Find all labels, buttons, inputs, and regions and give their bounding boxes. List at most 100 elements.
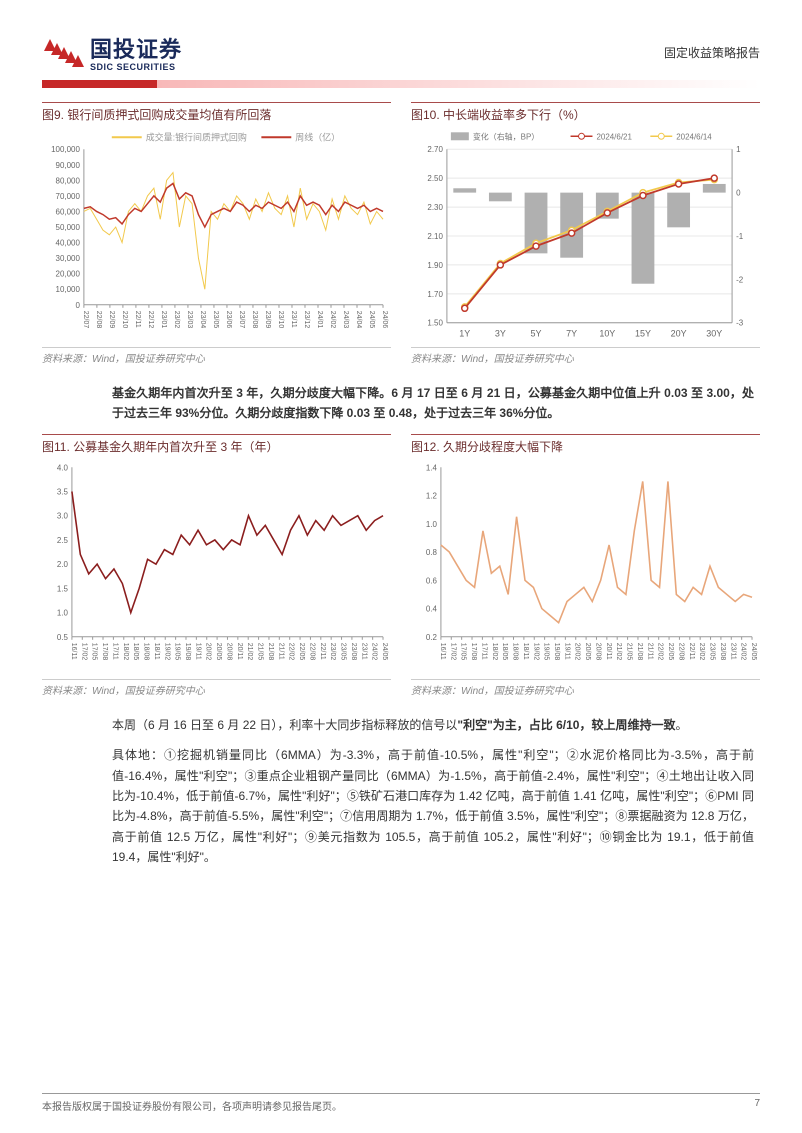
svg-text:23/02: 23/02	[173, 311, 180, 329]
svg-text:17/05: 17/05	[460, 643, 467, 661]
svg-text:20/05: 20/05	[215, 643, 222, 661]
page-footer: 本报告版权属于国投证券股份有限公司，各项声明请参见报告尾页。 7	[42, 1093, 760, 1113]
svg-text:23/05: 23/05	[212, 311, 219, 329]
svg-text:22/05: 22/05	[667, 643, 674, 661]
svg-text:1.4: 1.4	[426, 463, 438, 472]
svg-text:22/02: 22/02	[288, 643, 295, 661]
svg-text:1Y: 1Y	[459, 329, 470, 339]
svg-text:30,000: 30,000	[56, 254, 81, 263]
svg-text:18/11: 18/11	[153, 643, 160, 660]
svg-text:20,000: 20,000	[56, 270, 81, 279]
svg-text:23/03: 23/03	[186, 311, 193, 329]
svg-text:22/12: 22/12	[147, 311, 154, 329]
svg-text:20/08: 20/08	[594, 643, 601, 661]
svg-text:17/08: 17/08	[101, 643, 108, 661]
svg-text:0: 0	[736, 189, 741, 198]
brand-en: SDIC SECURITIES	[90, 62, 182, 72]
svg-text:成交量:银行间质押式回购: 成交量:银行间质押式回购	[146, 131, 247, 142]
svg-text:2024/6/21: 2024/6/21	[596, 132, 632, 141]
chart-10-title: 图10. 中长端收益率多下行（%）	[411, 102, 760, 123]
svg-text:24/04: 24/04	[355, 311, 362, 329]
svg-text:19/05: 19/05	[543, 643, 550, 661]
svg-text:16/11: 16/11	[70, 643, 77, 660]
svg-text:23/04: 23/04	[199, 311, 206, 329]
svg-text:20/11: 20/11	[236, 643, 243, 660]
chart-12-source: 资料来源：Wind，国投证券研究中心	[411, 679, 760, 697]
svg-text:23/01: 23/01	[160, 311, 167, 329]
svg-text:20/05: 20/05	[584, 643, 591, 661]
svg-text:22/10: 22/10	[121, 311, 128, 329]
svg-text:18/11: 18/11	[522, 643, 529, 660]
svg-text:21/05: 21/05	[626, 643, 633, 661]
chart-11: 0.51.01.52.02.53.03.54.016/1117/0217/051…	[42, 459, 391, 679]
svg-text:23/06: 23/06	[225, 311, 232, 329]
svg-text:17/11: 17/11	[480, 643, 487, 660]
svg-text:24/05: 24/05	[750, 643, 757, 661]
svg-text:23/10: 23/10	[277, 311, 284, 329]
page: 国投证券 SDIC SECURITIES 固定收益策略报告 图9. 银行间质押式…	[0, 0, 802, 918]
svg-text:24/06: 24/06	[381, 311, 388, 329]
svg-text:23/02: 23/02	[698, 643, 705, 661]
chart-12-title: 图12. 久期分歧程度大幅下降	[411, 434, 760, 455]
svg-text:22/11: 22/11	[319, 643, 326, 660]
svg-text:100,000: 100,000	[51, 145, 80, 154]
svg-text:23/08: 23/08	[350, 643, 357, 661]
header-divider	[42, 80, 760, 88]
svg-text:23/12: 23/12	[303, 311, 310, 329]
svg-text:18/02: 18/02	[122, 643, 129, 661]
svg-text:21/08: 21/08	[636, 643, 643, 661]
svg-text:19/02: 19/02	[532, 643, 539, 661]
svg-text:60,000: 60,000	[56, 207, 81, 216]
logo-icon	[42, 33, 84, 71]
svg-text:20Y: 20Y	[671, 329, 687, 339]
svg-text:21/05: 21/05	[257, 643, 264, 661]
svg-text:23/08: 23/08	[251, 311, 258, 329]
svg-text:1.50: 1.50	[427, 319, 443, 328]
svg-text:1.0: 1.0	[57, 608, 69, 617]
svg-text:80,000: 80,000	[56, 176, 81, 185]
svg-text:0.4: 0.4	[426, 604, 438, 613]
svg-text:4.0: 4.0	[57, 463, 69, 472]
svg-text:-2: -2	[736, 275, 744, 284]
svg-text:18/05: 18/05	[501, 643, 508, 661]
svg-text:3.5: 3.5	[57, 487, 69, 496]
svg-text:1.70: 1.70	[427, 290, 443, 299]
chart-10-block: 图10. 中长端收益率多下行（%） 变化（右轴，BP）2024/6/212024…	[411, 102, 760, 377]
svg-text:7Y: 7Y	[566, 329, 577, 339]
svg-text:18/08: 18/08	[512, 643, 519, 661]
svg-text:2.0: 2.0	[57, 560, 69, 569]
chart-row-1: 图9. 银行间质押式回购成交量均值有所回落 成交量:银行间质押式回购 周线（亿） 0…	[42, 102, 760, 377]
svg-text:18/08: 18/08	[143, 643, 150, 661]
svg-text:23/11: 23/11	[290, 311, 297, 328]
page-header: 国投证券 SDIC SECURITIES 固定收益策略报告	[42, 28, 760, 76]
svg-text:15Y: 15Y	[635, 329, 651, 339]
svg-text:0.8: 0.8	[426, 548, 438, 557]
chart-9-source: 资料来源：Wind，国投证券研究中心	[42, 347, 391, 365]
svg-text:2.50: 2.50	[427, 174, 443, 183]
svg-text:2.30: 2.30	[427, 203, 443, 212]
svg-text:21/02: 21/02	[615, 643, 622, 661]
svg-text:23/05: 23/05	[709, 643, 716, 661]
svg-text:22/05: 22/05	[298, 643, 305, 661]
chart-11-source: 资料来源：Wind，国投证券研究中心	[42, 679, 391, 697]
svg-text:22/11: 22/11	[688, 643, 695, 660]
svg-text:21/11: 21/11	[277, 643, 284, 660]
svg-text:19/08: 19/08	[553, 643, 560, 661]
svg-text:21/11: 21/11	[646, 643, 653, 660]
svg-text:23/08: 23/08	[719, 643, 726, 661]
chart-11-block: 图11. 公募基金久期年内首次升至 3 年（年） 0.51.01.52.02.5…	[42, 434, 391, 709]
svg-text:周线（亿）: 周线（亿）	[295, 131, 340, 142]
svg-text:50,000: 50,000	[56, 223, 81, 232]
svg-text:1.5: 1.5	[57, 584, 69, 593]
svg-text:22/08: 22/08	[95, 311, 102, 329]
chart-12-block: 图12. 久期分歧程度大幅下降 0.20.40.60.81.01.21.416/…	[411, 434, 760, 709]
svg-text:17/08: 17/08	[470, 643, 477, 661]
svg-text:70,000: 70,000	[56, 192, 81, 201]
svg-text:5Y: 5Y	[531, 329, 542, 339]
svg-text:23/05: 23/05	[340, 643, 347, 661]
svg-text:23/11: 23/11	[360, 643, 367, 660]
paragraph-1: 基金久期年内首次升至 3 年，久期分歧度大幅下降。6 月 17 日至 6 月 2…	[42, 383, 760, 424]
svg-text:19/02: 19/02	[163, 643, 170, 661]
chart-9-title: 图9. 银行间质押式回购成交量均值有所回落	[42, 102, 391, 123]
svg-text:0.6: 0.6	[426, 576, 438, 585]
